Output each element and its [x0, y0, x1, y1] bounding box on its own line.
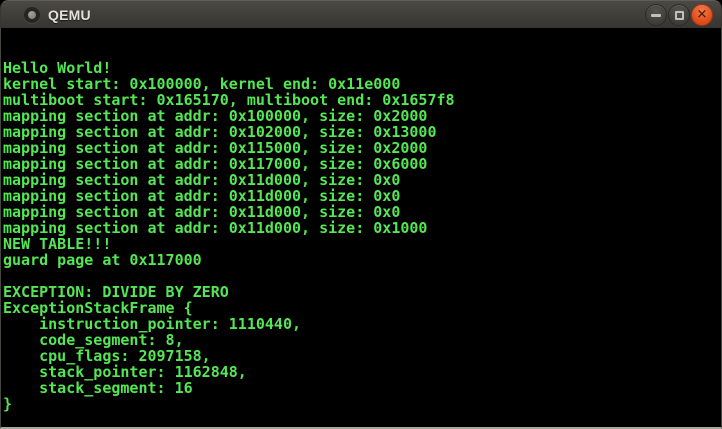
terminal-line	[3, 268, 721, 284]
terminal-line: stack_pointer: 1162848,	[3, 363, 247, 381]
app-icon-dot	[28, 10, 36, 19]
terminal-line	[3, 28, 721, 44]
terminal-line: instruction_pointer: 1110440,	[3, 315, 302, 333]
window-menu-icon[interactable]	[24, 6, 40, 23]
minimize-icon	[651, 13, 661, 17]
window-title: QEMU	[48, 6, 91, 23]
terminal-line: kernel start: 0x100000, kernel end: 0x11…	[3, 75, 401, 93]
terminal-line: code_segment: 8,	[3, 331, 184, 349]
close-button[interactable]: ✕	[691, 4, 713, 26]
terminal-line: mapping section at addr: 0x11d000, size:…	[3, 187, 401, 205]
terminal-line	[3, 44, 721, 60]
terminal-line: mapping section at addr: 0x11d000, size:…	[3, 219, 428, 237]
terminal-line: cpu_flags: 2097158,	[3, 347, 211, 365]
terminal-line: }	[3, 395, 13, 413]
terminal-line: NEW TABLE!!!	[3, 235, 112, 253]
terminal-screen[interactable]: Hello World! kernel start: 0x100000, kern…	[0, 28, 722, 429]
terminal-line: guard page at 0x117000	[3, 251, 202, 269]
terminal-line: mapping section at addr: 0x115000, size:…	[3, 139, 428, 157]
terminal-line: multiboot start: 0x165170, multiboot end…	[3, 91, 455, 109]
title-bar[interactable]: QEMU ✕	[0, 0, 722, 28]
minimize-button[interactable]	[645, 4, 667, 26]
terminal-line	[3, 412, 721, 427]
close-icon: ✕	[696, 7, 708, 22]
maximize-icon	[674, 10, 684, 20]
maximize-button[interactable]	[668, 4, 690, 26]
terminal-line: Hello World!	[3, 59, 112, 77]
terminal-line: mapping section at addr: 0x117000, size:…	[3, 155, 428, 173]
terminal-line: mapping section at addr: 0x100000, size:…	[3, 107, 428, 125]
terminal-line: mapping section at addr: 0x11d000, size:…	[3, 203, 401, 221]
terminal-line: ExceptionStackFrame {	[3, 299, 193, 317]
terminal-line: mapping section at addr: 0x102000, size:…	[3, 123, 437, 141]
terminal-line: mapping section at addr: 0x11d000, size:…	[3, 171, 401, 189]
window-controls: ✕	[645, 4, 713, 26]
terminal-line: stack_segment: 16	[3, 379, 193, 397]
terminal-line: EXCEPTION: DIVIDE BY ZERO	[3, 283, 229, 301]
